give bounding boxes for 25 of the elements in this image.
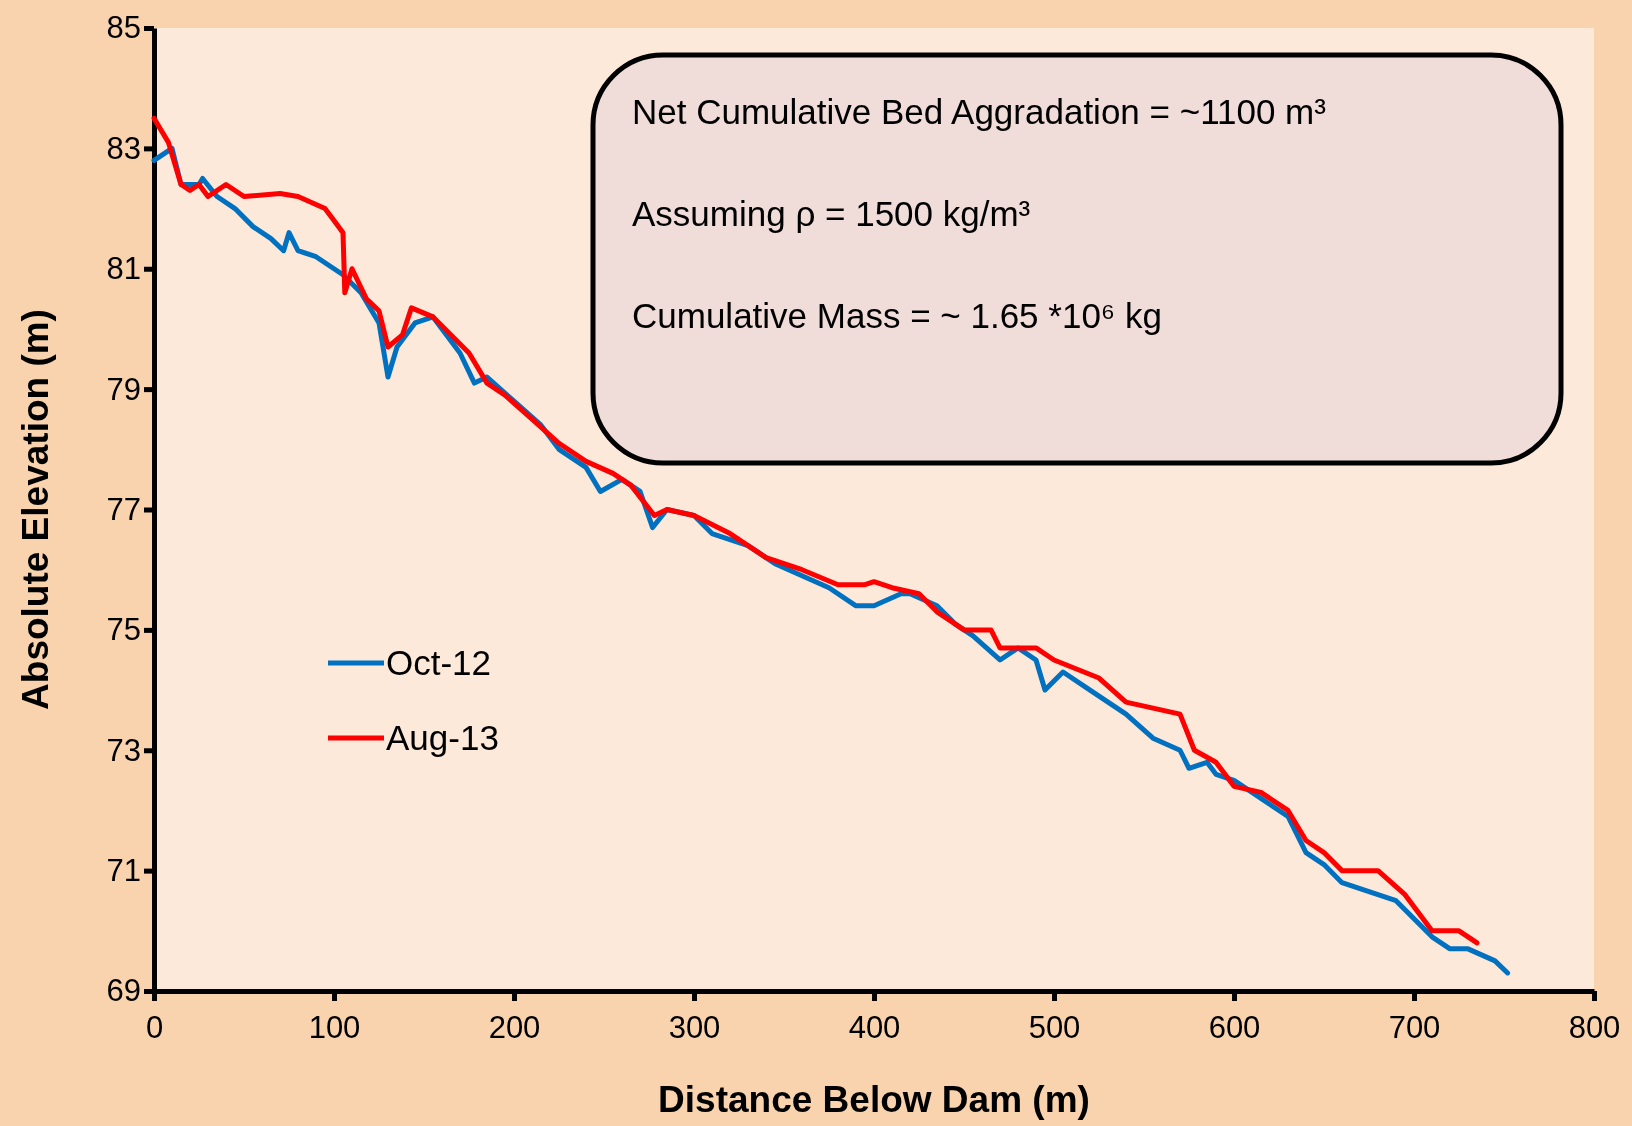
annotation: Cumulative Mass = ~ 1.65 *10⁶ kg bbox=[632, 296, 1162, 335]
x-tick-label: 500 bbox=[1028, 1010, 1081, 1046]
legend-label: Oct-12 bbox=[386, 643, 492, 682]
legend-label: Aug-13 bbox=[386, 718, 499, 757]
x-tick-label: 600 bbox=[1208, 1010, 1261, 1046]
x-tick-label: 800 bbox=[1568, 1010, 1621, 1046]
y-tick-label: 75 bbox=[106, 612, 141, 648]
y-tick-label: 73 bbox=[106, 732, 141, 768]
y-tick-label: 79 bbox=[106, 371, 141, 407]
x-tick-label: 0 bbox=[145, 1010, 164, 1046]
y-tick-label: 71 bbox=[106, 853, 141, 889]
y-tick-label: 85 bbox=[106, 10, 141, 46]
y-tick-label: 81 bbox=[106, 251, 141, 287]
y-tick-label: 77 bbox=[106, 491, 141, 527]
x-tick-label: 300 bbox=[668, 1010, 721, 1046]
y-tick-label: 83 bbox=[106, 130, 141, 166]
x-tick-label: 200 bbox=[488, 1010, 541, 1046]
y-axis-title: Absolute Elevation (m) bbox=[15, 309, 56, 710]
x-tick-label: 700 bbox=[1388, 1010, 1441, 1046]
annotation: Net Cumulative Bed Aggradation = ~1100 m³ bbox=[632, 92, 1326, 131]
x-tick-label: 400 bbox=[848, 1010, 901, 1046]
x-tick-label: 100 bbox=[308, 1010, 361, 1046]
y-tick-label: 69 bbox=[106, 973, 141, 1009]
x-axis-title: Distance Below Dam (m) bbox=[658, 1079, 1090, 1120]
annotation: Assuming ρ = 1500 kg/m³ bbox=[632, 194, 1031, 233]
